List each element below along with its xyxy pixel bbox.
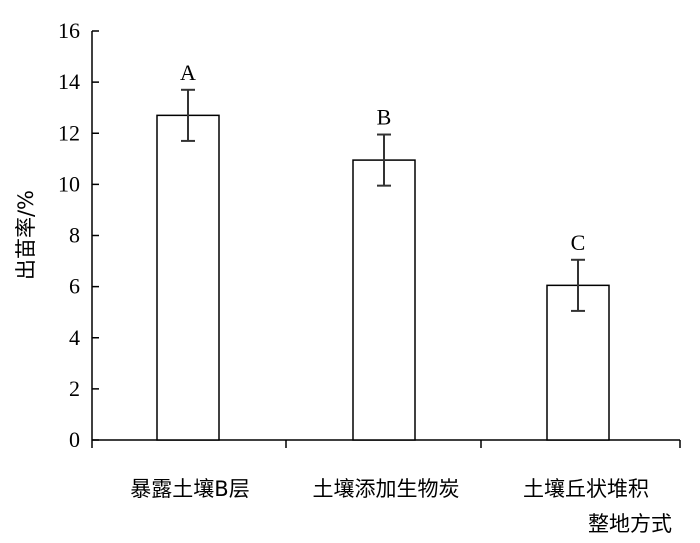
bars: A B C xyxy=(156,60,610,441)
bar xyxy=(546,284,610,441)
y-tick-label: 10 xyxy=(58,171,80,196)
significance-letter: A xyxy=(180,60,196,85)
y-tick-label: 12 xyxy=(58,120,80,145)
bar xyxy=(156,114,220,441)
x-category-label: 土壤丘状堆积 xyxy=(523,477,649,501)
y-axis-label: 出苗率/% xyxy=(14,190,38,280)
y-tick-label: 4 xyxy=(69,325,80,350)
y-tick-label: 8 xyxy=(69,223,80,248)
y-tick-label: 0 xyxy=(69,427,80,452)
y-tick-label: 6 xyxy=(69,274,80,299)
x-category-label: 暴露土壤B层 xyxy=(130,477,249,501)
y-tick-label: 16 xyxy=(58,18,80,43)
significance-letter: C xyxy=(571,230,586,255)
x-category-label: 整地方式 xyxy=(588,512,672,536)
y-axis: 0 2 4 6 8 10 12 14 16 xyxy=(58,18,99,452)
bar xyxy=(352,159,416,441)
y-tick-label: 14 xyxy=(58,69,80,94)
y-tick-label: 2 xyxy=(69,376,80,401)
significance-letter: B xyxy=(377,105,392,130)
x-category-label: 土壤添加生物炭 xyxy=(313,477,460,501)
